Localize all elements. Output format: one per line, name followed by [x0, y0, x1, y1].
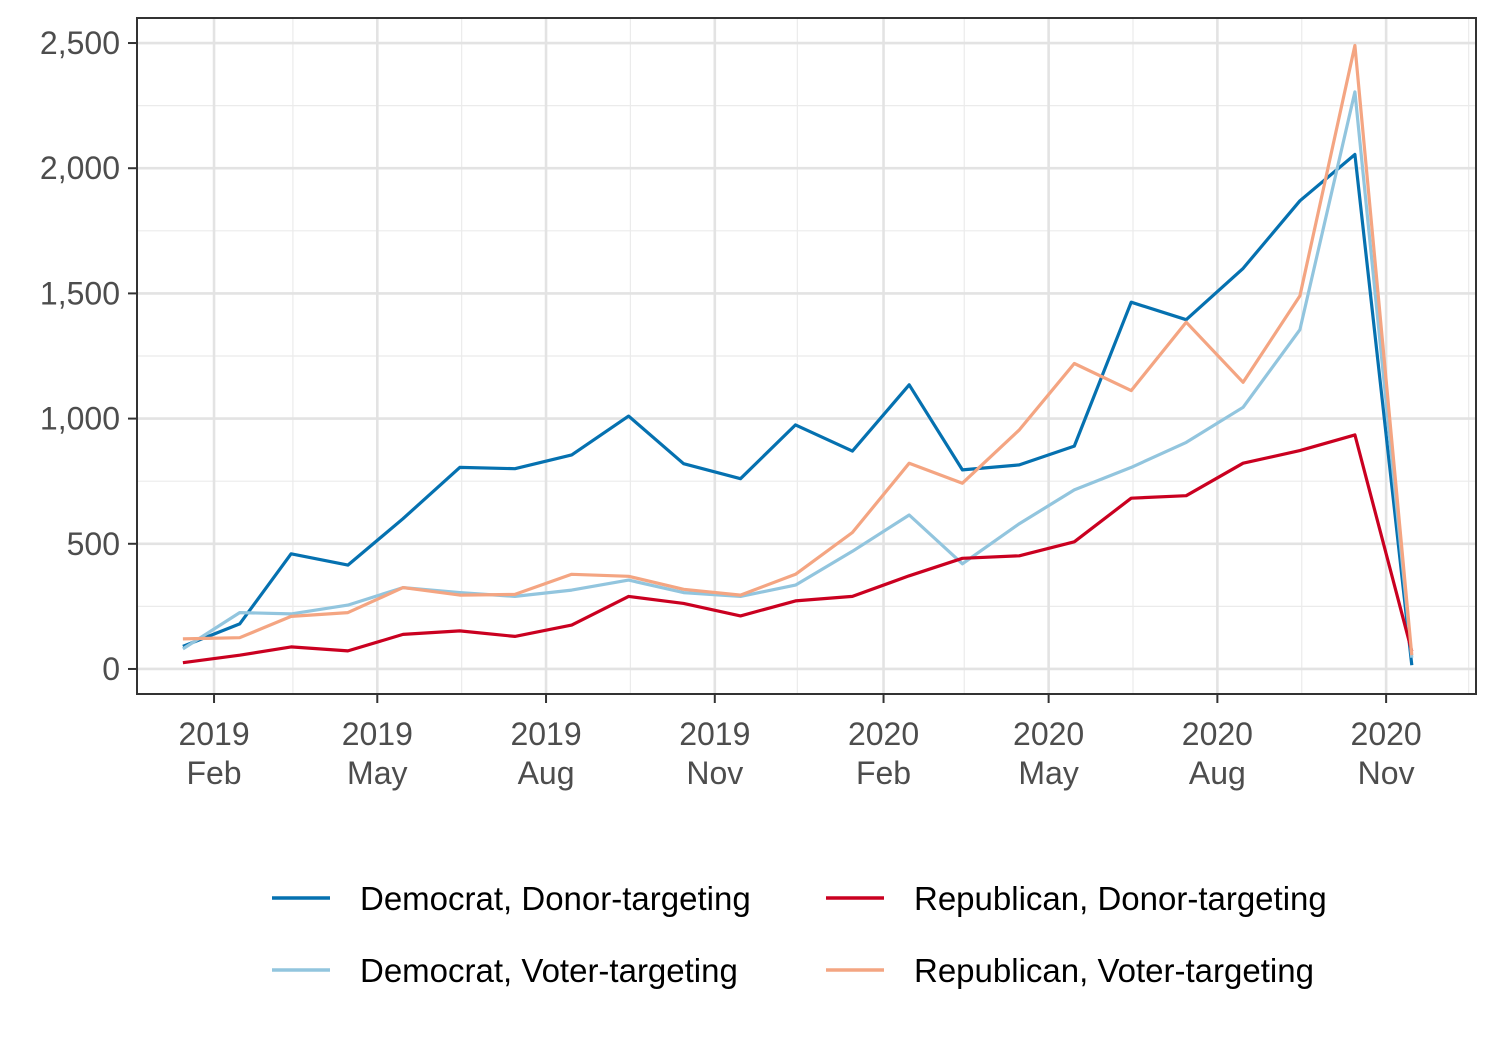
plot-panel-border — [136, 17, 1477, 695]
x-tick-label-year: 2020 — [848, 716, 919, 752]
y-tick-label: 0 — [102, 651, 120, 687]
x-tick-label-year: 2019 — [679, 716, 750, 752]
series-lines — [182, 43, 1414, 666]
major-gridlines — [137, 18, 1476, 694]
legend: Democrat, Donor-targeting Republican, Don… — [272, 880, 1327, 989]
legend-label-democrat-donor-targeting: Democrat, Donor-targeting — [360, 880, 751, 917]
series-line-democrat-voter-targeting — [182, 90, 1414, 658]
x-tick-label-year: 2020 — [1013, 716, 1084, 752]
legend-label-republican-donor-targeting: Republican, Donor-targeting — [914, 880, 1327, 917]
x-tick-label-month: May — [1018, 755, 1078, 791]
y-tick-label: 500 — [67, 526, 120, 562]
y-tick-label: 1,000 — [40, 401, 120, 437]
x-tick-label-month: Nov — [686, 755, 743, 791]
x-tick-label-month: Nov — [1358, 755, 1415, 791]
x-tick-label-year: 2019 — [510, 716, 581, 752]
series-line-republican-donor-targeting — [182, 433, 1414, 665]
x-tick-label-month: Aug — [1189, 755, 1246, 791]
x-tick-label-month: Feb — [186, 755, 241, 791]
x-tick-label-month: May — [347, 755, 407, 791]
legend-label-republican-voter-targeting: Republican, Voter-targeting — [914, 952, 1314, 989]
y-tick-label: 2,500 — [40, 25, 120, 61]
x-tick-label-year: 2019 — [178, 716, 249, 752]
x-tick-label-year: 2020 — [1182, 716, 1253, 752]
x-tick-label-year: 2019 — [342, 716, 413, 752]
y-tick-label: 2,000 — [40, 150, 120, 186]
legend-label-democrat-voter-targeting: Democrat, Voter-targeting — [360, 952, 738, 989]
series-line-republican-voter-targeting — [182, 43, 1414, 656]
axes: 05001,0001,5002,0002,5002019Feb2019May20… — [40, 25, 1422, 791]
y-tick-label: 1,500 — [40, 275, 120, 311]
x-tick-label-year: 2020 — [1351, 716, 1422, 752]
x-tick-label-month: Aug — [518, 755, 575, 791]
series-line-democrat-donor-targeting — [182, 152, 1414, 666]
x-tick-label-month: Feb — [856, 755, 911, 791]
